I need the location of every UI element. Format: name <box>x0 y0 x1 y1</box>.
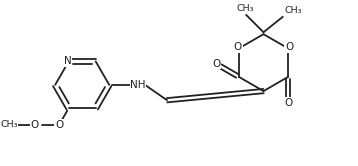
Text: NH: NH <box>130 80 146 90</box>
Text: O: O <box>55 120 63 130</box>
Text: O: O <box>285 42 293 52</box>
Text: N: N <box>64 56 72 66</box>
Text: O: O <box>284 98 292 108</box>
Text: CH₃: CH₃ <box>0 120 18 129</box>
Text: O: O <box>31 120 39 130</box>
Text: O: O <box>234 42 242 52</box>
Text: O: O <box>212 59 221 69</box>
Text: CH₃: CH₃ <box>236 4 254 13</box>
Text: CH₃: CH₃ <box>285 6 302 15</box>
